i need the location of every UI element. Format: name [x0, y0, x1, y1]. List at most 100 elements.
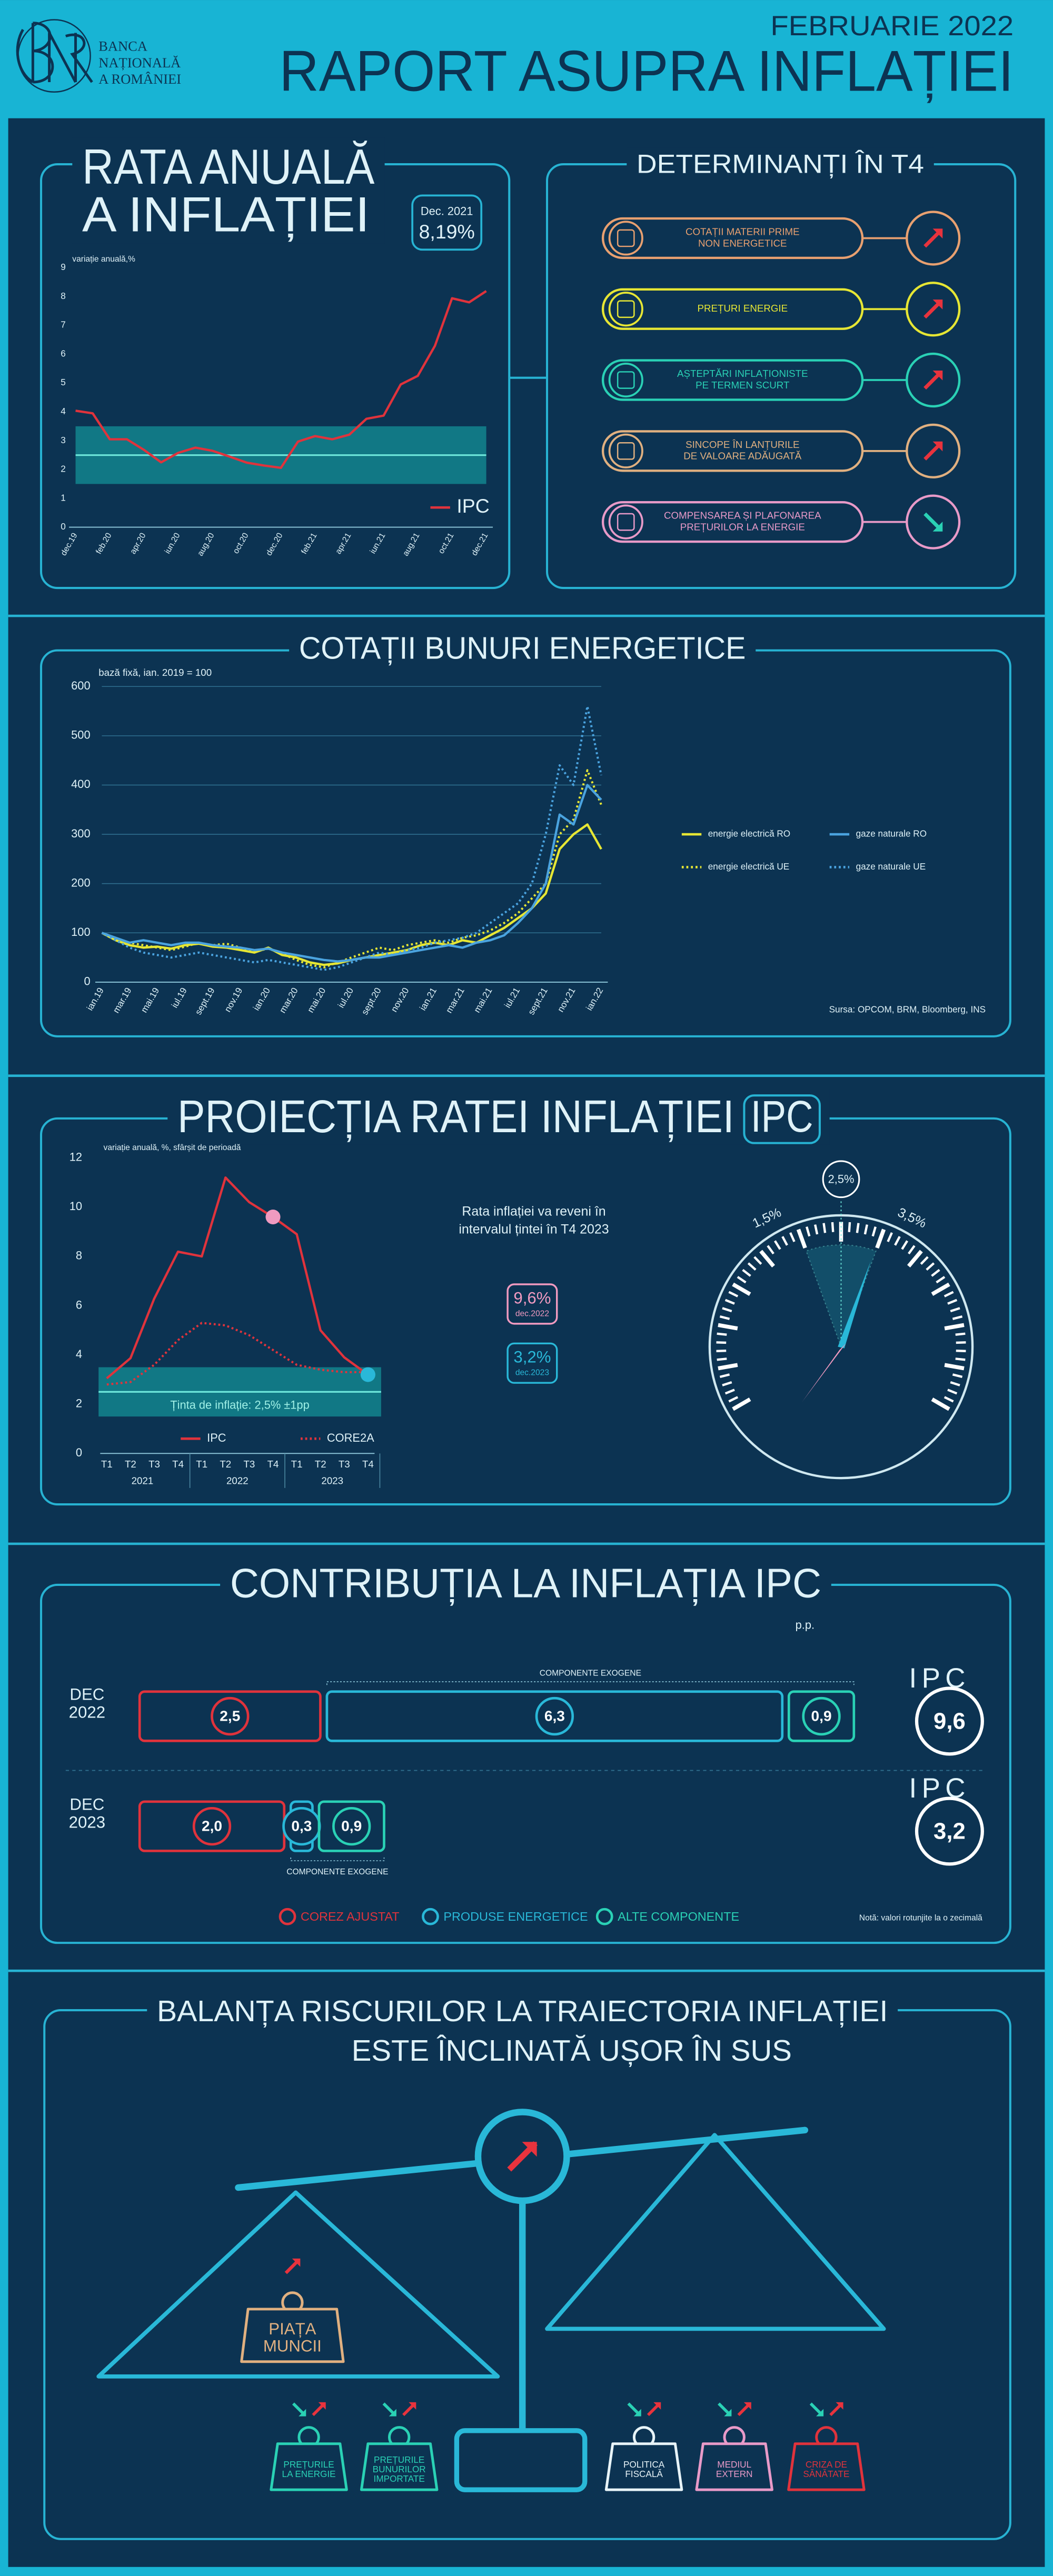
callout-marker	[265, 1210, 281, 1225]
total-label: 9,6	[933, 1709, 966, 1734]
x-tick-label: T1	[101, 1459, 113, 1470]
bracket	[290, 1857, 385, 1861]
gauge-tick	[901, 1240, 909, 1250]
arrow-icon	[292, 2402, 306, 2417]
arrow-icon	[382, 2402, 396, 2417]
x-tick-label: T2	[315, 1459, 326, 1470]
weight-label: SĂNĂTATE	[803, 2469, 849, 2479]
gauge-tick	[871, 1226, 877, 1237]
y-tick-label: 0	[61, 521, 66, 532]
value-badge	[192, 1806, 232, 1846]
gauge-label-ring	[822, 1160, 860, 1199]
gauge-tick	[887, 1232, 893, 1242]
balance-pan-right	[545, 2133, 886, 2331]
report-date: FEBRUARIE 2022	[770, 11, 1014, 42]
y-tick-label: 8	[61, 291, 66, 301]
y-tick-label: 6	[61, 348, 66, 358]
arrow-icon	[809, 2402, 824, 2417]
gauge-tick	[936, 1276, 946, 1284]
bank-name: A ROMÂNIEI	[98, 71, 181, 87]
value-badge	[332, 1806, 371, 1846]
direction-circle	[906, 282, 961, 337]
x-tick-label: T3	[339, 1459, 350, 1470]
arrow-icon	[923, 512, 943, 532]
callout-date: dec.2022	[515, 1309, 549, 1318]
arrow-head	[389, 2409, 396, 2417]
x-tick-label: T1	[291, 1459, 303, 1470]
weight-label: LA ENERGIE	[282, 2469, 336, 2479]
section-title: BALANȚA RISCURILOR LA TRAIECTORIA INFLAȚ…	[157, 1994, 888, 2028]
gauge-tick	[931, 1397, 950, 1411]
y-tick-label: 300	[71, 827, 90, 840]
category-text: DEC 2023	[68, 1798, 106, 1832]
section-title: PROIECȚIA RATEI INFLAȚIEI	[177, 1091, 734, 1142]
arrow-icon	[923, 441, 943, 461]
x-tick-label: T4	[172, 1459, 184, 1470]
gauge-tick	[724, 1299, 735, 1305]
y-axis-label: variație anuală,%	[72, 255, 135, 264]
determinant-icon	[608, 433, 643, 468]
value-label: 0,9	[341, 1818, 362, 1834]
y-tick-label: 6	[76, 1298, 82, 1311]
bar-segment	[787, 1690, 856, 1742]
weight-label: PIAȚA	[269, 2320, 316, 2338]
title-background	[147, 1993, 898, 2030]
determinant-label: COTAȚII MATERII PRIME	[686, 226, 800, 237]
gauge-tick	[943, 1396, 954, 1403]
title-group: BALANȚA RISCURILOR LA TRAIECTORIA INFLAȚ…	[147, 1993, 898, 2030]
direction-circle	[906, 423, 961, 478]
value-badge	[535, 1696, 574, 1736]
bar-segment	[138, 1690, 322, 1742]
gauge-tick	[950, 1307, 960, 1313]
logo	[16, 19, 93, 93]
callout-date: dec.2023	[515, 1369, 549, 1377]
callout-box	[506, 1283, 558, 1325]
weight-label: MUNCII	[263, 2337, 322, 2355]
x-group-label: 2023	[321, 1475, 343, 1486]
total-badge	[915, 1796, 984, 1866]
callout-marker	[360, 1367, 375, 1382]
callout-box	[506, 1342, 558, 1384]
gauge-tick	[767, 1245, 774, 1255]
gauge-tick	[863, 1224, 868, 1235]
gauge-tick	[955, 1357, 966, 1361]
weight-body	[360, 2442, 439, 2491]
gauge-tick	[722, 1307, 732, 1313]
icon-glyph	[617, 229, 635, 247]
gauge-tick	[719, 1373, 730, 1379]
y-tick-label: 3	[61, 435, 66, 445]
determinant-label: AȘTEPTĂRI INFLAȚIONISTE	[677, 368, 808, 379]
determinant-label: COMPENSAREA ȘI PLAFONAREA	[664, 510, 821, 521]
gauge-tick	[908, 1245, 916, 1255]
x-tick-label: T4	[362, 1459, 374, 1470]
section-title: CONTRIBUȚIA LA INFLAȚIA IPC	[230, 1560, 821, 1606]
y-tick-label: 0	[76, 1446, 82, 1459]
arrow-head	[932, 228, 943, 239]
gauge-tick	[728, 1291, 739, 1297]
y-tick-label: 500	[71, 728, 90, 742]
arrow-head	[932, 441, 943, 452]
category-text: DEC 2022	[68, 1688, 106, 1722]
gauge-tick	[796, 1229, 807, 1249]
determinant-label: SINCOPE ÎN LANȚURILE	[686, 439, 799, 450]
section-title: RATA ANUALĂ	[82, 139, 375, 194]
y-tick-label: 10	[69, 1200, 82, 1213]
gauge-tick	[955, 1332, 966, 1336]
weight-body	[695, 2442, 773, 2491]
gauge-tick	[894, 1236, 901, 1246]
section-title: A INFLAȚIEI	[82, 187, 370, 242]
value-label: 0,3	[291, 1818, 312, 1834]
icon-glyph	[617, 442, 635, 460]
x-tick-label: T3	[148, 1459, 160, 1470]
series-line	[106, 1176, 369, 1380]
y-tick-label: 400	[71, 777, 90, 791]
determinant-icon	[608, 362, 643, 398]
gauge-tick	[716, 1341, 727, 1344]
weight-body	[787, 2442, 866, 2491]
gauge-tick	[926, 1262, 935, 1271]
value-label: 2,5	[220, 1708, 240, 1724]
gauge-tick	[718, 1363, 738, 1371]
callout-value: 3,2%	[513, 1348, 551, 1366]
determinant-label: PREȚURILOR LA ENERGIE	[680, 521, 805, 532]
